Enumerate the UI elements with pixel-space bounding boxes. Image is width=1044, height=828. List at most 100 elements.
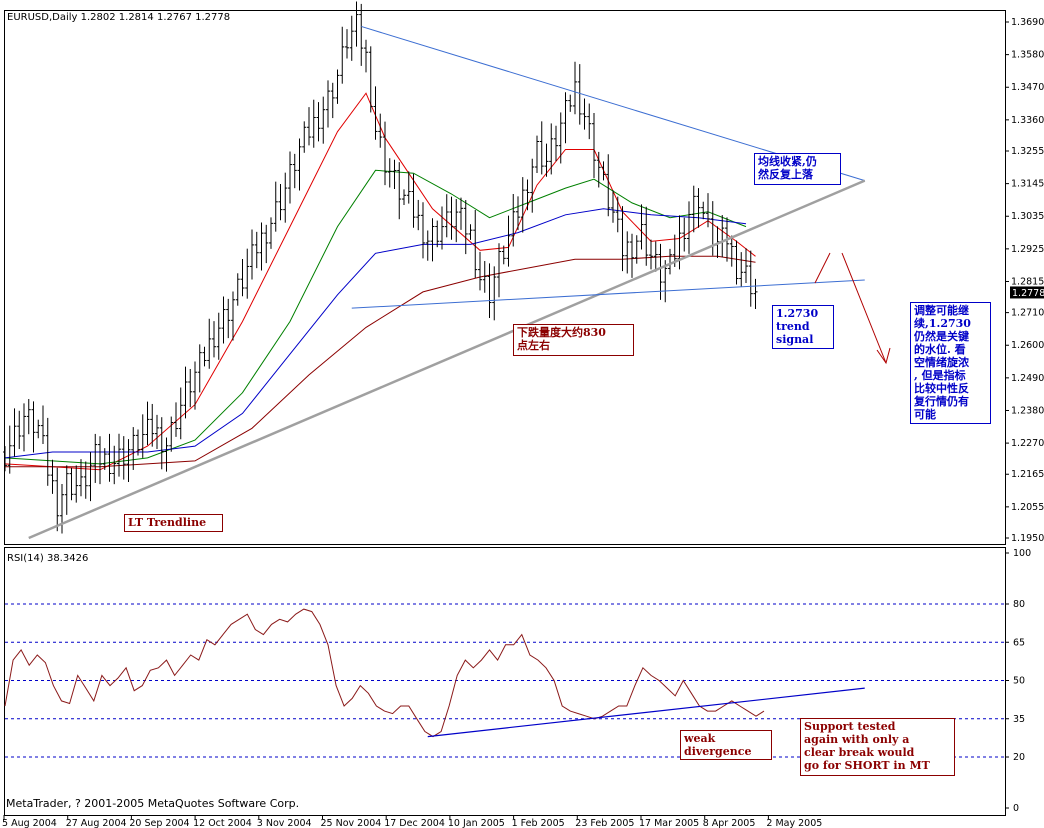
ohlc-bar bbox=[174, 402, 178, 437]
ohlc-bar bbox=[492, 266, 497, 321]
ohlc-bar bbox=[392, 159, 397, 190]
ohlc-bar bbox=[240, 259, 245, 297]
ohlc-bar bbox=[696, 188, 701, 228]
ohlc-bar bbox=[739, 252, 744, 287]
ohlc-bar bbox=[454, 199, 459, 243]
ohlc-bar bbox=[55, 467, 60, 532]
rsi-trendline bbox=[427, 687, 865, 738]
price-tick-label: 1.3035 bbox=[1011, 211, 1044, 222]
ohlc-bar bbox=[373, 86, 378, 140]
ohlc-bar bbox=[520, 177, 525, 233]
ohlc-bar bbox=[440, 206, 444, 250]
ohlc-bar bbox=[226, 298, 231, 339]
price-tag-box bbox=[1010, 286, 1044, 299]
ohlc-bar bbox=[31, 401, 36, 453]
time-tick-label: 20 Sep 2004 bbox=[129, 818, 189, 828]
ohlc-bar bbox=[183, 366, 188, 419]
arrow-down-head bbox=[876, 347, 891, 365]
price-tick-label: 1.2490 bbox=[1011, 373, 1044, 384]
time-tick-label: 10 Jan 2005 bbox=[448, 818, 505, 828]
rsi-series bbox=[4, 608, 865, 738]
annotation-drop-measure: 下跌量度大约830 点左右 bbox=[513, 324, 634, 356]
ohlc-bar bbox=[639, 204, 644, 250]
ohlc-bar bbox=[530, 158, 535, 213]
ohlc-bar bbox=[744, 248, 748, 283]
ma-mid-line bbox=[4, 169, 747, 465]
rsi-line bbox=[4, 608, 765, 738]
ohlc-bar bbox=[12, 408, 17, 457]
ohlc-bar bbox=[278, 184, 283, 221]
ohlc-bar bbox=[596, 151, 601, 188]
ohlc-bar bbox=[117, 433, 121, 477]
ohlc-bar bbox=[326, 80, 330, 128]
ohlc-bar bbox=[587, 103, 592, 140]
ohlc-bar bbox=[577, 64, 582, 125]
ohlc-bar bbox=[164, 437, 169, 472]
rsi-tick-label: 50 bbox=[1013, 676, 1025, 687]
ohlc-bar bbox=[330, 82, 335, 119]
rsi-tick-label: 100 bbox=[1013, 548, 1031, 559]
rsi-tick-label: 80 bbox=[1013, 599, 1025, 610]
ohlc-bar bbox=[478, 251, 482, 291]
ohlc-bar bbox=[273, 181, 278, 232]
ohlc-bar bbox=[701, 201, 706, 220]
ohlc-bar bbox=[60, 484, 64, 534]
ohlc-bar bbox=[682, 217, 687, 252]
arrow-up-stroke bbox=[814, 252, 831, 284]
ohlc-bar bbox=[136, 429, 140, 456]
ohlc-bar bbox=[606, 154, 611, 217]
ohlc-bar bbox=[121, 436, 126, 480]
ohlc-bar bbox=[216, 312, 221, 360]
ohlc-bar bbox=[364, 39, 368, 73]
ohlc-bar bbox=[383, 121, 387, 186]
time-tick-label: 17 Dec 2004 bbox=[384, 818, 445, 828]
time-tick-label: 5 Aug 2004 bbox=[2, 818, 57, 828]
time-tick-label: 1 Feb 2005 bbox=[512, 818, 565, 828]
ohlc-bar bbox=[292, 153, 297, 189]
annotation-trend-signal: 1.2730 trend signal bbox=[772, 305, 834, 349]
ohlc-bar bbox=[468, 224, 473, 240]
ohlc-bar bbox=[753, 278, 758, 310]
ohlc-bar bbox=[193, 361, 197, 410]
ohlc-bar bbox=[307, 107, 311, 146]
ohlc-bar bbox=[658, 243, 663, 300]
ohlc-bar bbox=[311, 99, 316, 148]
price-tick-label: 1.3360 bbox=[1011, 115, 1044, 126]
ohlc-bar bbox=[625, 231, 630, 274]
time-tick-label: 25 Nov 2004 bbox=[321, 818, 382, 828]
time-tick-label: 23 Feb 2005 bbox=[575, 818, 634, 828]
ohlc-bar bbox=[359, 3, 364, 66]
annotation-support-tested: Support tested again with only a clear b… bbox=[800, 718, 955, 776]
ohlc-bar bbox=[283, 172, 288, 223]
ohlc-bar bbox=[250, 229, 254, 280]
price-axis: 1.3690 1.3580 1.3470 1.3360 1.3255 1.3145 1.30… bbox=[1005, 17, 1044, 544]
ohlc-bar bbox=[615, 196, 620, 233]
ohlc-bar bbox=[544, 143, 549, 177]
ohlc-bar bbox=[321, 96, 326, 144]
ohlc-bar bbox=[516, 196, 520, 231]
ohlc-bar bbox=[691, 185, 696, 233]
ohlc-bar bbox=[506, 215, 511, 267]
ohlc-bar bbox=[41, 405, 45, 444]
rsi-header: RSI(14) 38.3426 bbox=[7, 553, 88, 564]
ohlc-bar bbox=[734, 240, 739, 285]
price-tick-label: 1.2815 bbox=[1011, 276, 1044, 287]
ohlc-bar bbox=[131, 427, 136, 470]
ohlc-bar bbox=[188, 368, 193, 408]
rsi-tick-label: 20 bbox=[1013, 752, 1025, 763]
ohlc-bar bbox=[406, 171, 411, 204]
price-bars bbox=[3, 1, 758, 534]
ohlc-bar bbox=[302, 121, 307, 153]
ohlc-bar bbox=[102, 448, 107, 470]
ohlc-bar bbox=[69, 467, 74, 501]
ohlc-bar bbox=[297, 138, 302, 191]
ohlc-bar bbox=[288, 151, 292, 204]
ohlc-bar bbox=[197, 344, 202, 393]
ohlc-bar bbox=[568, 94, 573, 112]
ohlc-bar bbox=[349, 15, 354, 61]
ohlc-bar bbox=[549, 123, 554, 175]
ohlc-bar bbox=[630, 233, 634, 278]
price-tick-label: 1.3145 bbox=[1011, 179, 1044, 190]
ohlc-bar bbox=[668, 248, 672, 275]
ohlc-bar bbox=[202, 346, 207, 367]
